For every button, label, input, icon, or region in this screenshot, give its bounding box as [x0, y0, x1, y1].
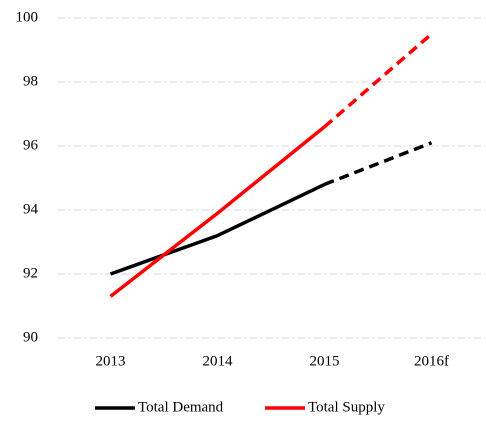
x-tick-label: 2016f [414, 353, 449, 369]
series-line [109, 125, 326, 298]
x-tick-label: 2013 [96, 353, 126, 369]
forecast-line [323, 141, 433, 187]
x-tick-label: 2014 [203, 353, 234, 369]
x-tick-label: 2015 [310, 353, 340, 369]
forecast-line [323, 32, 433, 129]
y-tick-label: 100 [16, 9, 39, 25]
y-tick-label: 90 [23, 329, 38, 345]
y-tick-label: 94 [23, 201, 39, 217]
y-tick-label: 92 [23, 265, 38, 281]
legend-label: Total Supply [308, 399, 385, 415]
series-line [109, 182, 326, 276]
y-tick-label: 96 [23, 137, 39, 153]
legend-label: Total Demand [138, 399, 224, 415]
y-tick-label: 98 [23, 73, 38, 89]
